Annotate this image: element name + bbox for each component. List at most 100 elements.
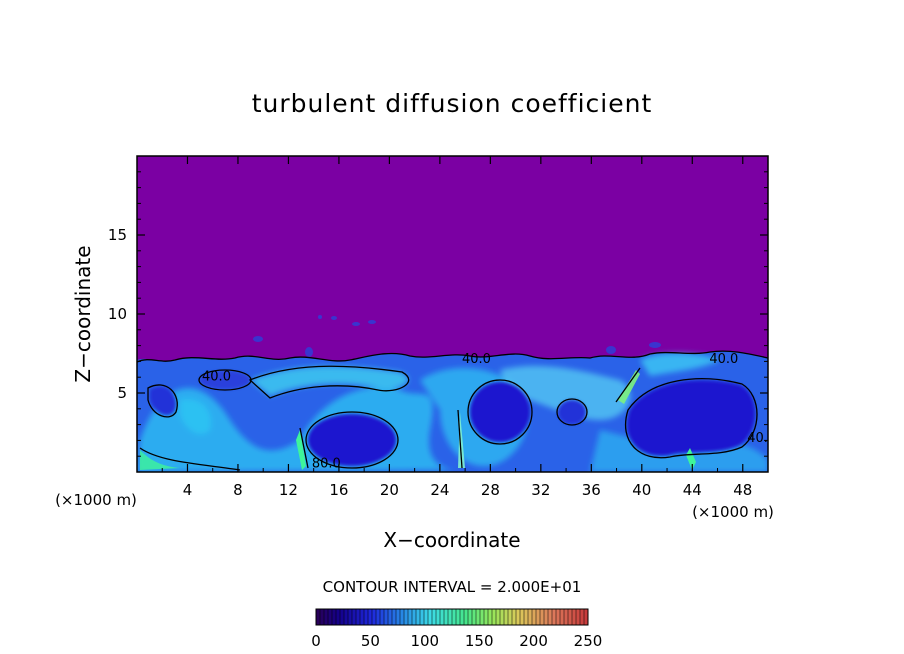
- x-tick-label: 48: [733, 481, 752, 499]
- colorbar-swatch: [464, 609, 469, 625]
- x-tick-label: 28: [481, 481, 500, 499]
- x-tick-label: 16: [329, 481, 348, 499]
- colorbar-swatch: [456, 609, 461, 625]
- contour-label: 40.0: [747, 431, 776, 446]
- colorbar-swatch: [472, 609, 477, 625]
- colorbar-swatch: [368, 609, 373, 625]
- colorbar-tick-labels: 0 50 100 150 200 250: [311, 632, 602, 650]
- colorbar-swatch: [364, 609, 369, 625]
- colorbar-swatch: [408, 609, 413, 625]
- colorbar-swatch: [496, 609, 501, 625]
- colorbar-swatch: [396, 609, 401, 625]
- y-tick-label: 15: [108, 226, 127, 244]
- colorbar-swatch: [484, 609, 489, 625]
- colorbar-swatch: [388, 609, 393, 625]
- colorbar-tick-label: 100: [410, 632, 439, 650]
- colorbar-swatch: [360, 609, 365, 625]
- colorbar-swatch: [452, 609, 457, 625]
- colorbar-swatch: [564, 609, 569, 625]
- x-unit-label-right: (×1000 m): [692, 503, 774, 521]
- contour-label: 40.0: [462, 352, 491, 367]
- colorbar-swatch: [572, 609, 577, 625]
- contour-lines: [137, 350, 768, 471]
- colorbar-swatch: [576, 609, 581, 625]
- colorbar-swatch: [540, 609, 545, 625]
- colorbar-swatch: [544, 609, 549, 625]
- colorbar-tick-label: 150: [465, 632, 494, 650]
- high-value-streaks: [140, 370, 696, 470]
- x-tick-label: 8: [233, 481, 243, 499]
- contour-labels: 40.0 40.0 40.0 40.0 80.0: [202, 352, 776, 471]
- x-tick-label: 12: [279, 481, 298, 499]
- colorbar-swatch: [468, 609, 473, 625]
- colorbar-swatch: [528, 609, 533, 625]
- x-axis: 4 8 12 16 20 24 28 32 36 40 44 48: [161, 156, 752, 499]
- colorbar-swatch: [580, 609, 585, 625]
- colorbar-swatch: [552, 609, 557, 625]
- colorbar-swatch: [500, 609, 505, 625]
- colorbar-swatch: [340, 609, 345, 625]
- colorbar-swatch: [548, 609, 553, 625]
- x-axis-label: X−coordinate: [383, 528, 520, 552]
- colorbar-swatch: [332, 609, 337, 625]
- chart-title: turbulent diffusion coefficient: [252, 89, 653, 118]
- colorbar-swatch: [516, 609, 521, 625]
- colorbar-swatch: [372, 609, 377, 625]
- colorbar-swatch: [440, 609, 445, 625]
- colorbar-swatch: [488, 609, 493, 625]
- colorbar-swatch: [424, 609, 429, 625]
- colorbar-tick-label: 50: [361, 632, 380, 650]
- colorbar-swatch: [380, 609, 385, 625]
- colorbar-swatch: [444, 609, 449, 625]
- y-axis: 5 10 15: [108, 171, 768, 457]
- colorbar-tick-label: 250: [574, 632, 603, 650]
- colorbar-swatch: [432, 609, 437, 625]
- x-unit-label-left: (×1000 m): [55, 491, 137, 509]
- colorbar-swatch: [556, 609, 561, 625]
- colorbar-swatch: [404, 609, 409, 625]
- colorbar-swatch: [492, 609, 497, 625]
- colorbar-swatch: [460, 609, 465, 625]
- heatmap-field: 40.0 40.0 40.0 40.0 80.0: [137, 156, 776, 472]
- colorbar-swatch: [384, 609, 389, 625]
- colorbar-swatch: [584, 609, 589, 625]
- contour-label: 40.0: [202, 370, 231, 385]
- x-tick-label: 40: [632, 481, 651, 499]
- colorbar-swatch: [376, 609, 381, 625]
- low-value-cores: [150, 371, 755, 466]
- y-axis-label: Z−coordinate: [71, 245, 95, 382]
- colorbar: [315, 608, 589, 626]
- x-tick-label: 36: [582, 481, 601, 499]
- colorbar-swatch: [416, 609, 421, 625]
- colorbar-swatch: [400, 609, 405, 625]
- colorbar-swatch: [348, 609, 353, 625]
- colorbar-swatch: [504, 609, 509, 625]
- colorbar-swatch: [392, 609, 397, 625]
- colorbar-swatch: [336, 609, 341, 625]
- colorbar-tick-label: 0: [311, 632, 321, 650]
- colorbar-swatch: [436, 609, 441, 625]
- contour-interval-text: CONTOUR INTERVAL = 2.000E+01: [323, 578, 582, 596]
- colorbar-swatch: [560, 609, 565, 625]
- x-tick-label: 24: [430, 481, 449, 499]
- colorbar-swatch: [524, 609, 529, 625]
- upper-blobs: [253, 315, 661, 357]
- colorbar-swatch: [320, 609, 325, 625]
- colorbar-swatch: [420, 609, 425, 625]
- colorbar-swatch: [448, 609, 453, 625]
- colorbar-swatch: [412, 609, 417, 625]
- colorbar-tick-label: 200: [519, 632, 548, 650]
- colorbar-swatch: [324, 609, 329, 625]
- colorbar-swatch: [520, 609, 525, 625]
- colorbar-swatch: [428, 609, 433, 625]
- x-tick-label: 4: [183, 481, 193, 499]
- colorbar-swatch: [356, 609, 361, 625]
- x-tick-label: 20: [380, 481, 399, 499]
- y-tick-label: 5: [117, 384, 127, 402]
- colorbar-swatch: [316, 609, 321, 625]
- colorbar-swatch: [532, 609, 537, 625]
- x-tick-label: 32: [531, 481, 550, 499]
- colorbar-swatch: [512, 609, 517, 625]
- colorbar-swatch: [328, 609, 333, 625]
